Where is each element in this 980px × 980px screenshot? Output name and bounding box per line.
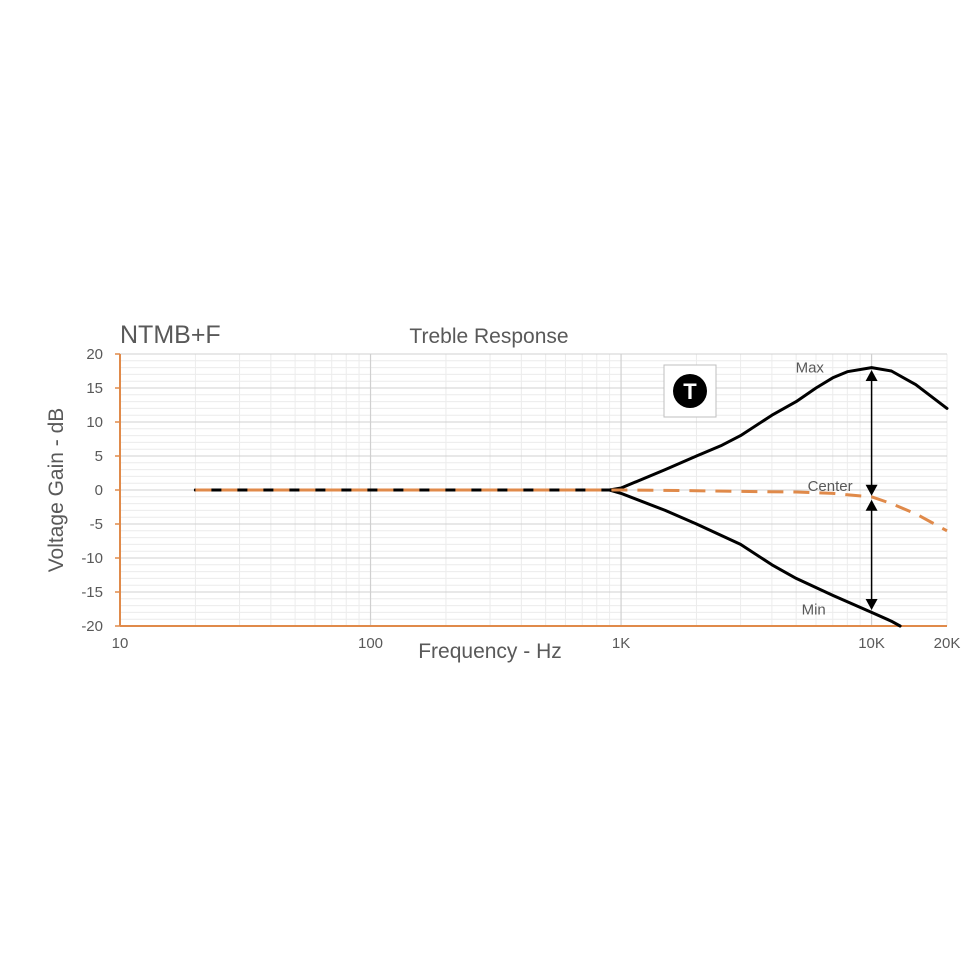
- axes: [115, 353, 947, 627]
- arrowhead-down-min: [865, 599, 878, 611]
- data-series: [193, 366, 949, 628]
- y-tick-label: -20: [81, 618, 103, 635]
- center-series-line: [195, 488, 948, 533]
- y-tick-label: 15: [86, 380, 103, 397]
- y-tick-label: -15: [81, 584, 103, 601]
- y-tick-label: 5: [95, 448, 103, 465]
- treble-badge-icon: [673, 374, 707, 408]
- badge-letter: T: [683, 379, 697, 404]
- y-axis-label: Voltage Gain - dB: [45, 408, 68, 573]
- chart-title: Treble Response: [409, 325, 568, 348]
- annotations: Max Center Min: [796, 360, 853, 619]
- x-axis-label: Frequency - Hz: [418, 640, 562, 663]
- y-tick-label: -5: [90, 516, 103, 533]
- x-tick-label: 100: [358, 635, 383, 652]
- y-tick-label: 20: [86, 346, 103, 363]
- x-tick-label: 10: [112, 635, 129, 652]
- x-tick-label: 1K: [612, 635, 630, 652]
- tick-labels: 20 15 10 5 0 -5 -10 -15 -20 10 100 1K 10K 20K: [81, 346, 960, 652]
- x-tick-label: 10K: [858, 635, 885, 652]
- annotation-min: Min: [802, 601, 826, 618]
- x-tick-label: 20K: [934, 635, 961, 652]
- annotation-max: Max: [796, 360, 825, 377]
- treble-badge: T: [663, 364, 717, 418]
- range-arrows: [865, 369, 878, 611]
- arrowhead-down-center: [865, 484, 878, 496]
- annotation-center: Center: [808, 478, 853, 495]
- min-series-line: [193, 488, 902, 628]
- plot-grid: [120, 353, 948, 627]
- brand-name: NTMB+F: [120, 321, 221, 349]
- arrowhead-up-max: [865, 369, 878, 381]
- y-tick-label: 0: [95, 482, 103, 499]
- y-tick-label: 10: [86, 414, 103, 431]
- y-tick-label: -10: [81, 550, 103, 567]
- arrowhead-up-center: [865, 499, 878, 511]
